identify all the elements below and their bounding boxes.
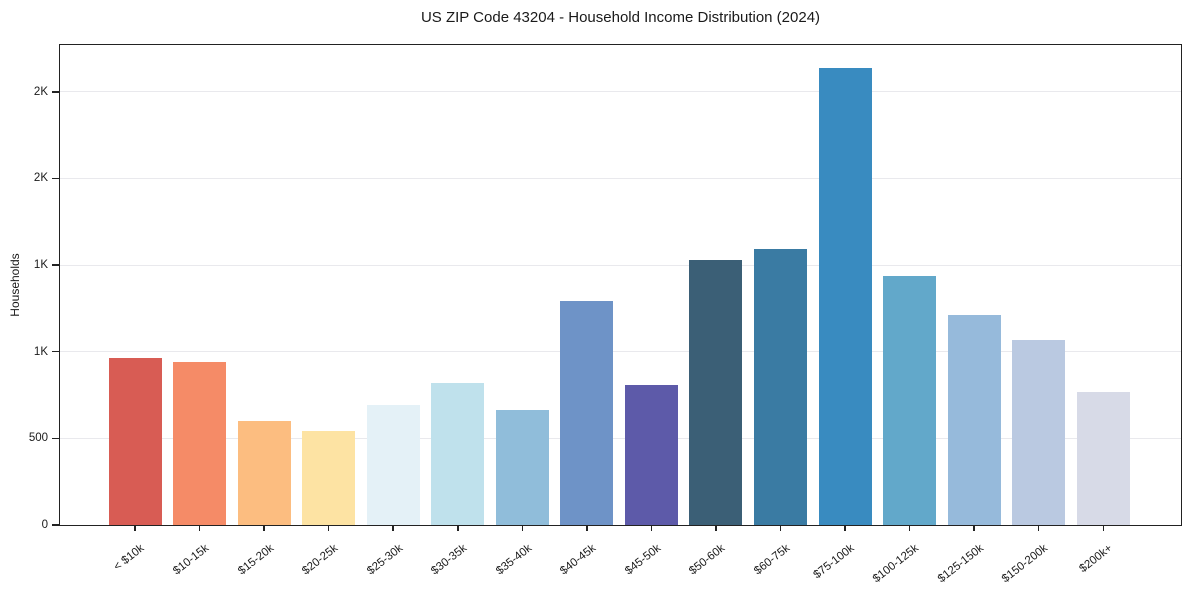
x-tick-label: $25-30k	[364, 542, 405, 578]
x-tick-mark	[198, 525, 201, 531]
y-tick-label: 2K	[33, 85, 48, 98]
bar-10	[689, 259, 743, 525]
bar-4	[302, 430, 356, 525]
x-tick-mark	[134, 525, 136, 531]
bar-8	[560, 301, 614, 525]
gridline	[60, 177, 1181, 179]
bar-14	[947, 315, 1001, 525]
y-tick-mark	[52, 177, 59, 180]
x-tick-label: < $10k	[111, 542, 147, 574]
y-tick-label: 2K	[33, 172, 48, 185]
x-tick-label: $150-200k	[1000, 542, 1051, 586]
x-tick-mark	[973, 525, 975, 531]
x-tick-label: $45-50k	[622, 542, 664, 578]
bar-7	[495, 409, 549, 525]
x-tick-label: $15-20k	[235, 542, 276, 578]
x-tick-mark	[1102, 525, 1104, 531]
y-tick-label: 1K	[33, 345, 48, 358]
gridline	[60, 91, 1181, 93]
bar-5	[366, 405, 420, 525]
gridline	[60, 437, 1181, 439]
y-tick-mark	[52, 437, 59, 440]
bar-16	[1076, 392, 1130, 525]
x-tick-label: $10-15k	[171, 542, 212, 578]
x-tick-label: $35-40k	[493, 542, 535, 578]
x-tick-label: $30-35k	[429, 542, 470, 578]
x-tick-label: $100-125k	[871, 542, 922, 586]
x-tick-mark	[1037, 525, 1040, 531]
y-tick-label: 1K	[33, 259, 48, 272]
x-tick-label: $40-45k	[558, 542, 599, 578]
bar-3	[237, 421, 291, 525]
x-tick-label: $20-25k	[300, 542, 341, 578]
y-tick-label: 500	[28, 432, 48, 445]
bar-6	[431, 382, 485, 525]
x-tick-mark	[263, 525, 265, 531]
x-tick-mark	[521, 525, 524, 531]
x-tick-mark	[392, 525, 394, 531]
y-tick-mark	[52, 350, 59, 353]
bar-13	[883, 276, 937, 525]
plot-area: 0 500 1K 1K 2K 2K	[29, 44, 1182, 531]
y-tick-mark	[52, 91, 59, 93]
x-tick-label: $125-150k	[935, 542, 986, 586]
y-tick-mark	[52, 524, 59, 526]
bar-2	[173, 362, 227, 525]
x-tick-mark	[715, 525, 717, 531]
bar-11	[754, 248, 807, 525]
x-tick-mark	[586, 525, 588, 531]
x-tick-label: $75-100k	[811, 542, 857, 582]
x-tick-label: $200k+	[1077, 542, 1115, 576]
gridline	[60, 264, 1181, 266]
x-tick-mark	[457, 525, 459, 531]
x-tick-mark	[844, 525, 846, 531]
x-tick-mark	[650, 525, 653, 531]
chart-title: US ZIP Code 43204 - Household Income Dis…	[420, 9, 821, 26]
x-tick-mark	[327, 525, 330, 531]
x-tick-label: $50-60k	[687, 542, 728, 578]
x-tick-mark	[779, 525, 782, 531]
x-tick-label: $60-75k	[752, 542, 793, 578]
y-tick-label: 0	[41, 519, 48, 531]
bar-12	[818, 67, 872, 525]
bar-9	[624, 384, 678, 525]
y-tick-mark	[52, 264, 59, 266]
x-tick-mark	[908, 525, 911, 531]
x-axis-labels: < $10k $10-15k $15-20k $20-25k $25-30k $30-35…	[59, 531, 1182, 590]
y-axis-label: Households	[8, 253, 22, 317]
bar-15	[1012, 339, 1066, 525]
bar-1	[108, 357, 162, 525]
gridline	[60, 351, 1181, 353]
